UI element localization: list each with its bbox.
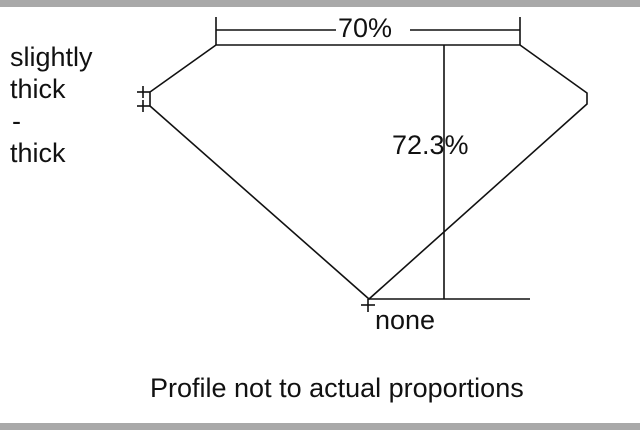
table-percent-label: 70% [338,13,393,43]
girdle-label-3: - [12,106,21,136]
girdle-label-4: thick [10,138,66,168]
bottom-border [0,423,640,430]
top-border [0,0,640,7]
culet-label: none [375,305,436,335]
proportions-note: Profile not to actual proportions [150,373,524,403]
girdle-label-1: slightly [10,42,93,72]
depth-percent-label: 72.3% [392,130,469,160]
girdle-label-2: thick [10,74,66,104]
diamond-outline [149,44,588,301]
